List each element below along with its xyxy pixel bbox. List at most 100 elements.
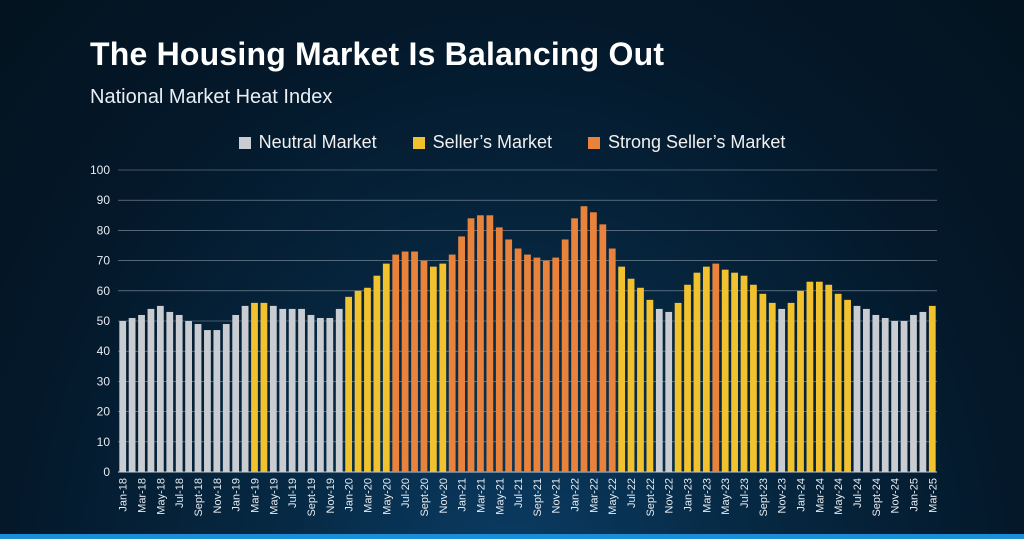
- bar: [533, 257, 541, 472]
- bar: [750, 284, 757, 472]
- x-tick-label: Jan-20: [344, 478, 356, 512]
- x-tick-label: Mar-25: [927, 478, 939, 513]
- chart-legend: Neutral Market Seller’s Market Strong Se…: [0, 132, 1024, 153]
- bar: [392, 254, 400, 472]
- bar: [505, 239, 513, 472]
- bar: [900, 321, 908, 472]
- bottom-accent-bar: [0, 534, 1024, 539]
- x-tick-label: Jul-24: [852, 478, 864, 508]
- bar: [768, 302, 776, 472]
- x-tick-label: May-21: [494, 478, 506, 515]
- x-tick-label: Jul-23: [739, 478, 751, 508]
- page-subtitle: National Market Heat Index: [90, 86, 333, 108]
- bar: [138, 314, 145, 472]
- x-tick-label: Mar-23: [701, 478, 713, 513]
- bar: [213, 330, 221, 472]
- bar: [364, 287, 371, 472]
- bar: [354, 290, 362, 472]
- bar: [147, 308, 155, 472]
- x-tick-label: Mar-20: [362, 478, 374, 513]
- x-tick-label: Sept-23: [758, 478, 770, 517]
- legend-label-sellers: Seller’s Market: [432, 132, 552, 152]
- bar: [269, 305, 277, 472]
- y-tick-label: 40: [97, 344, 111, 358]
- y-tick-label: 10: [97, 435, 111, 449]
- bar: [844, 299, 851, 472]
- legend-item-sellers: Seller’s Market: [412, 132, 552, 153]
- x-tick-label: May-23: [720, 478, 732, 515]
- x-tick-label: Nov-22: [664, 478, 676, 513]
- bar: [684, 284, 691, 472]
- x-tick-label: Nov-20: [438, 478, 450, 513]
- bar: [702, 266, 710, 472]
- x-tick-label: Jul-20: [400, 478, 412, 508]
- bar: [853, 305, 861, 472]
- bar: [194, 324, 202, 472]
- y-tick-label: 70: [97, 254, 111, 268]
- bar: [317, 317, 324, 472]
- legend-item-neutral: Neutral Market: [238, 132, 377, 153]
- x-tick-label: Nov-19: [325, 478, 337, 513]
- x-tick-label: Jan-24: [796, 478, 808, 512]
- bar: [919, 311, 927, 472]
- x-tick-label: Nov-21: [551, 478, 563, 513]
- legend-item-strong-sellers: Strong Seller’s Market: [588, 132, 785, 153]
- bar: [232, 314, 240, 472]
- bar: [731, 272, 738, 472]
- y-tick-label: 50: [97, 314, 111, 328]
- bar: [759, 293, 767, 472]
- bar: [495, 227, 503, 472]
- bar: [721, 269, 729, 472]
- bar: [881, 317, 889, 472]
- legend-swatch-strong-sellers: [588, 136, 600, 149]
- legend-label-neutral: Neutral Market: [258, 132, 377, 152]
- bar: [307, 314, 315, 472]
- bar: [222, 324, 230, 472]
- x-tick-label: Nov-18: [212, 478, 224, 513]
- x-tick-label: Nov-24: [890, 478, 902, 513]
- bar: [806, 281, 814, 472]
- x-tick-label: Jul-22: [626, 478, 638, 508]
- bar: [448, 254, 456, 472]
- x-tick-label: Mar-22: [588, 478, 600, 513]
- bar: [740, 275, 748, 472]
- bar: [524, 254, 531, 472]
- bar: [326, 317, 334, 472]
- bar: [778, 308, 786, 472]
- bar: [439, 263, 447, 472]
- x-tick-label: Jan-18: [118, 478, 130, 512]
- legend-label-strong-sellers: Strong Seller’s Market: [608, 132, 786, 152]
- x-tick-label: Jan-23: [683, 478, 695, 512]
- bar: [288, 308, 296, 472]
- bar: [420, 260, 428, 472]
- bar: [787, 302, 795, 472]
- bar: [429, 266, 437, 472]
- bar: [260, 302, 268, 472]
- x-tick-label: Sept-21: [532, 478, 544, 517]
- bar: [382, 263, 390, 472]
- x-tick-label: Sept-24: [871, 478, 883, 517]
- bar: [655, 308, 663, 472]
- bar: [335, 308, 343, 472]
- y-tick-label: 90: [97, 193, 111, 207]
- bar: [863, 308, 870, 472]
- bar: [637, 287, 644, 472]
- legend-swatch-neutral: [238, 136, 251, 149]
- bar: [646, 299, 654, 472]
- x-tick-label: May-18: [155, 478, 167, 515]
- bar: [119, 321, 127, 472]
- bar: [815, 281, 823, 472]
- bar: [477, 215, 484, 473]
- bar: [542, 260, 550, 472]
- bar: [825, 284, 833, 472]
- bar: [185, 321, 192, 472]
- legend-swatch-sellers: [412, 136, 425, 149]
- y-tick-label: 100: [90, 163, 110, 177]
- bar: [458, 236, 465, 472]
- bar: [467, 218, 475, 472]
- page-title: The Housing Market Is Balancing Out: [90, 36, 665, 72]
- bar: [693, 272, 701, 472]
- bar: [665, 311, 673, 472]
- bar: [580, 206, 588, 473]
